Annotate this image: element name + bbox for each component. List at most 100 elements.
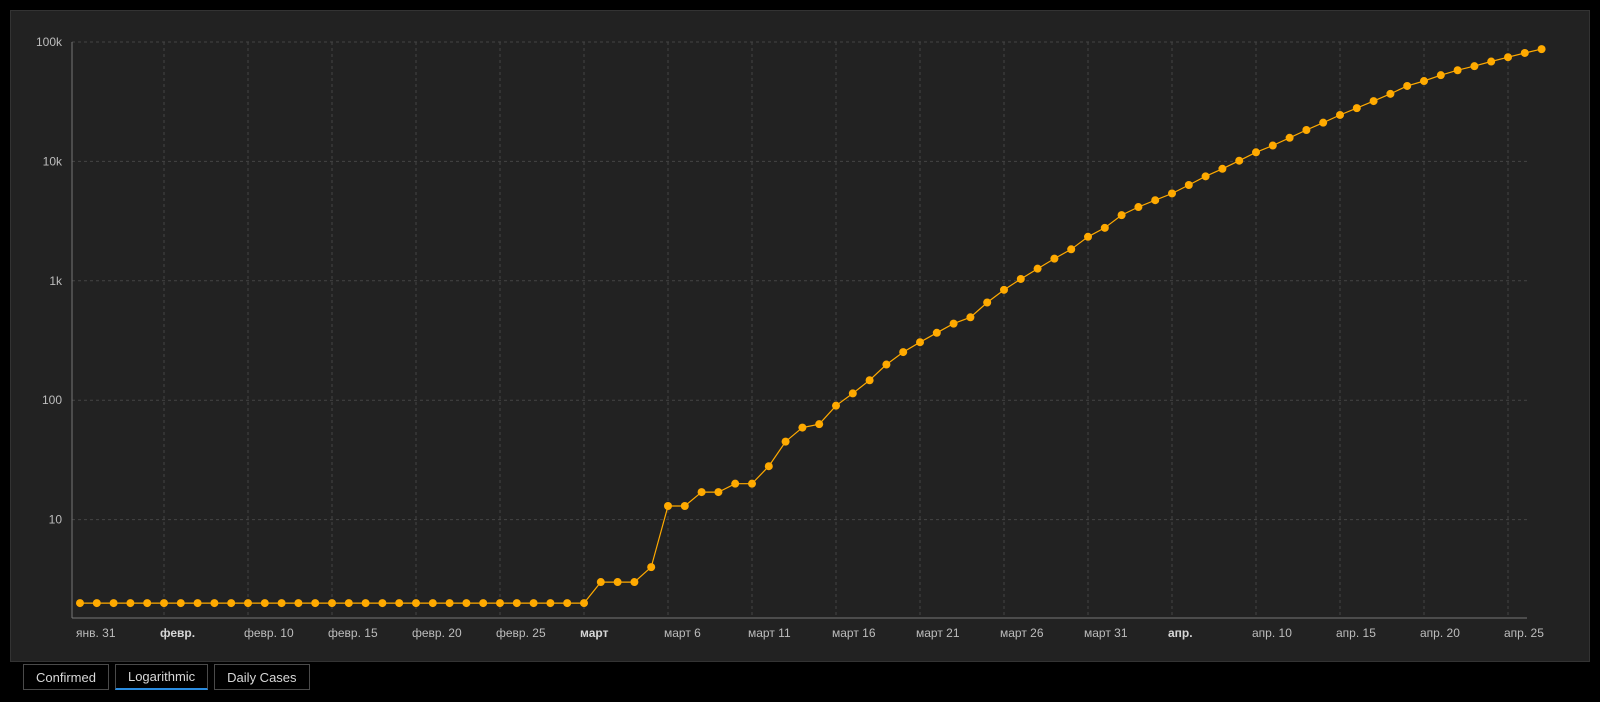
x-tick-label: март 31 xyxy=(1084,626,1128,640)
data-point[interactable] xyxy=(596,578,605,587)
data-point[interactable] xyxy=(294,599,303,608)
data-point[interactable] xyxy=(1285,133,1294,142)
chart-panel: 10 100 1k 10k 100k янв. 31 февр. февр. 10 февр. … xyxy=(10,10,1590,662)
axis-layer xyxy=(71,42,1527,619)
data-point[interactable] xyxy=(344,599,353,608)
data-point[interactable] xyxy=(428,599,437,608)
tab-confirmed[interactable]: Confirmed xyxy=(23,664,109,690)
data-point[interactable] xyxy=(1235,156,1244,165)
data-point[interactable] xyxy=(1386,89,1395,98)
data-point[interactable] xyxy=(277,599,286,608)
x-tick-label: апр. xyxy=(1168,626,1193,640)
tab-logarithmic[interactable]: Logarithmic xyxy=(114,664,209,690)
data-point[interactable] xyxy=(1117,211,1126,220)
data-point[interactable] xyxy=(815,420,824,429)
data-point[interactable] xyxy=(748,479,756,488)
data-point[interactable] xyxy=(697,488,706,497)
data-point[interactable] xyxy=(1168,189,1176,198)
data-point[interactable] xyxy=(496,599,504,608)
data-point[interactable] xyxy=(479,599,488,608)
x-tick-label: апр. 20 xyxy=(1420,626,1460,640)
data-point[interactable] xyxy=(462,599,471,608)
data-point[interactable] xyxy=(1403,81,1412,90)
data-point[interactable] xyxy=(176,599,185,608)
data-point[interactable] xyxy=(848,389,857,398)
data-point[interactable] xyxy=(1369,97,1378,106)
data-point[interactable] xyxy=(1319,118,1328,127)
data-point[interactable] xyxy=(227,599,236,608)
data-point[interactable] xyxy=(1184,181,1193,190)
data-point[interactable] xyxy=(1050,254,1059,263)
data-point[interactable] xyxy=(1151,196,1160,205)
y-tick-label: 1k xyxy=(49,274,63,288)
data-point[interactable] xyxy=(882,360,891,369)
data-point[interactable] xyxy=(546,599,555,608)
data-point[interactable] xyxy=(781,437,790,446)
data-point[interactable] xyxy=(445,599,454,608)
data-point[interactable] xyxy=(865,376,874,385)
data-point[interactable] xyxy=(1016,274,1025,283)
data-point[interactable] xyxy=(1302,125,1311,134)
data-point[interactable] xyxy=(126,599,135,608)
data-point[interactable] xyxy=(1252,148,1260,157)
data-point[interactable] xyxy=(1420,77,1428,86)
data-point[interactable] xyxy=(916,338,924,347)
data-point[interactable] xyxy=(1352,104,1361,113)
data-point[interactable] xyxy=(1520,48,1529,57)
data-point[interactable] xyxy=(512,599,521,608)
data-point[interactable] xyxy=(983,298,992,307)
data-point[interactable] xyxy=(1487,57,1496,66)
data-point[interactable] xyxy=(210,599,219,608)
tab-daily-cases[interactable]: Daily Cases xyxy=(214,664,310,690)
data-point[interactable] xyxy=(244,599,252,608)
data-point[interactable] xyxy=(143,599,152,608)
data-point[interactable] xyxy=(1201,172,1210,181)
data-point[interactable] xyxy=(378,599,387,608)
data-point[interactable] xyxy=(899,348,908,357)
data-point[interactable] xyxy=(395,599,404,608)
data-point[interactable] xyxy=(731,479,740,488)
data-point[interactable] xyxy=(361,599,370,608)
data-point[interactable] xyxy=(1067,245,1076,254)
data-point[interactable] xyxy=(1268,141,1277,150)
data-point[interactable] xyxy=(311,599,320,608)
x-tick-label: март xyxy=(580,626,609,640)
data-point[interactable] xyxy=(1436,71,1445,80)
data-point[interactable] xyxy=(764,462,773,471)
data-point[interactable] xyxy=(1470,62,1479,71)
data-point[interactable] xyxy=(1000,285,1008,294)
data-point[interactable] xyxy=(1537,45,1546,54)
data-point[interactable] xyxy=(1033,264,1042,273)
data-point[interactable] xyxy=(328,599,336,608)
data-point[interactable] xyxy=(412,599,420,608)
data-point[interactable] xyxy=(529,599,538,608)
data-point[interactable] xyxy=(260,599,269,608)
data-point[interactable] xyxy=(630,578,639,587)
data-point[interactable] xyxy=(832,401,840,410)
data-point[interactable] xyxy=(160,599,168,608)
y-tick-label: 10k xyxy=(43,154,63,168)
data-point[interactable] xyxy=(647,563,656,572)
data-point[interactable] xyxy=(76,599,84,608)
data-point[interactable] xyxy=(1453,66,1462,75)
data-point[interactable] xyxy=(193,599,202,608)
data-point[interactable] xyxy=(680,502,689,511)
data-point[interactable] xyxy=(966,313,975,322)
data-point[interactable] xyxy=(1504,53,1512,62)
data-point[interactable] xyxy=(664,502,672,511)
data-point[interactable] xyxy=(1336,110,1344,119)
data-point[interactable] xyxy=(1100,223,1109,232)
data-point[interactable] xyxy=(580,599,588,608)
x-tick-label: янв. 31 xyxy=(76,626,116,640)
data-point[interactable] xyxy=(1084,232,1092,241)
data-point[interactable] xyxy=(932,328,941,337)
data-point[interactable] xyxy=(1218,164,1227,173)
data-point[interactable] xyxy=(563,599,572,608)
data-point[interactable] xyxy=(109,599,118,608)
data-point[interactable] xyxy=(798,423,807,432)
data-point[interactable] xyxy=(92,599,101,608)
data-point[interactable] xyxy=(714,488,723,497)
data-point[interactable] xyxy=(613,578,622,587)
data-point[interactable] xyxy=(949,319,958,328)
data-point[interactable] xyxy=(1134,203,1143,212)
